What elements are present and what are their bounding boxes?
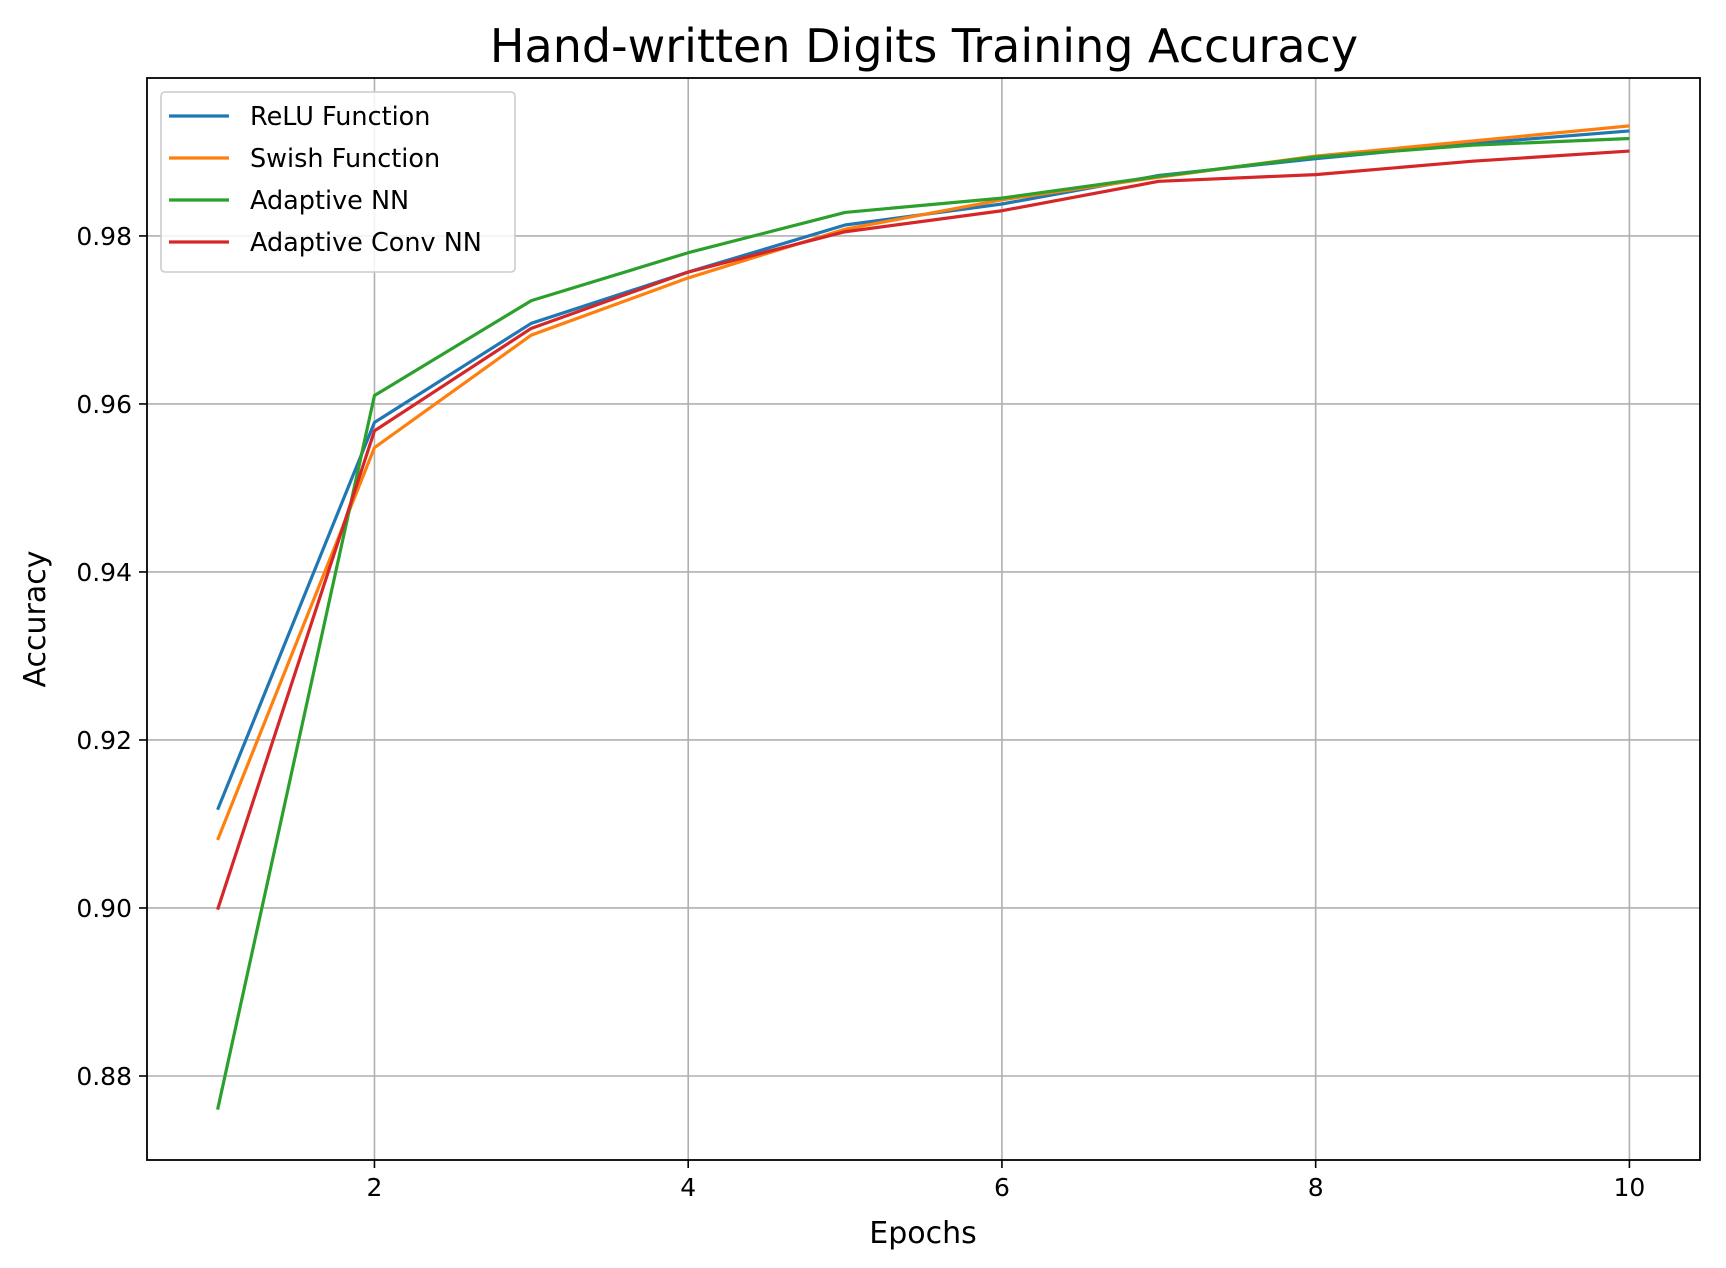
x-tick-label: 10 bbox=[1614, 1173, 1646, 1202]
legend-label-relu-function: ReLU Function bbox=[250, 102, 430, 132]
x-axis-ticks: 2 4 6 8 10 bbox=[367, 1160, 1646, 1202]
series-line-adaptive-nn bbox=[216, 136, 1630, 1110]
x-tick-label: 8 bbox=[1308, 1173, 1324, 1202]
x-tick-label: 4 bbox=[680, 1173, 696, 1202]
legend-label-adaptive-nn: Adaptive NN bbox=[250, 186, 409, 216]
y-tick-label: 0.88 bbox=[76, 1062, 132, 1091]
chart-title: Hand-written Digits Training Accuracy bbox=[490, 19, 1358, 73]
series-lines bbox=[216, 124, 1630, 1110]
y-tick-label: 0.96 bbox=[76, 390, 132, 419]
y-tick-label: 0.98 bbox=[76, 222, 132, 251]
plot-area-frame bbox=[146, 77, 1701, 1161]
y-tick-label: 0.92 bbox=[76, 726, 132, 755]
x-tick-label: 6 bbox=[994, 1173, 1010, 1202]
legend-label-adaptive-conv-nn: Adaptive Conv NN bbox=[250, 228, 482, 258]
series-line-adaptive-conv-nn bbox=[216, 149, 1630, 911]
y-axis-label: Accuracy bbox=[18, 551, 53, 688]
grid-lines bbox=[147, 78, 1700, 1160]
y-axis-ticks: 0.88 0.90 0.92 0.94 0.96 0.98 bbox=[76, 222, 147, 1091]
x-tick-label: 2 bbox=[367, 1173, 383, 1202]
y-tick-label: 0.94 bbox=[76, 558, 132, 587]
y-tick-label: 0.90 bbox=[76, 894, 132, 923]
x-axis-label: Epochs bbox=[869, 1216, 977, 1251]
legend-label-swish-function: Swish Function bbox=[250, 144, 440, 174]
series-line-swish-function bbox=[216, 124, 1630, 841]
legend-box bbox=[160, 91, 516, 273]
legend: ReLU Function Swish Function Adaptive NN Ad… bbox=[160, 91, 516, 273]
